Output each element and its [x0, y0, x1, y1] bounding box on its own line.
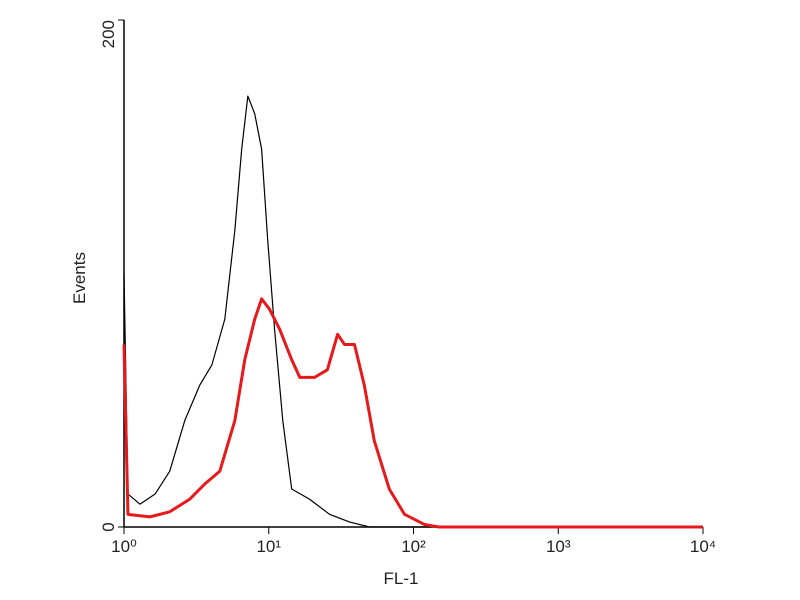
- x-tick-label: 10³: [546, 537, 571, 556]
- x-tick-label: 10¹: [256, 537, 281, 556]
- x-tick-label: 10⁰: [111, 537, 137, 556]
- histogram-line: [122, 297, 703, 529]
- y-axis-label: Events: [70, 252, 89, 304]
- y-tick-label: 0: [99, 522, 118, 531]
- histogram-line: [123, 95, 703, 528]
- x-tick-label: 10²: [401, 537, 426, 556]
- x-tick-label: 10⁴: [690, 537, 716, 556]
- x-axis-label: FL-1: [384, 569, 419, 588]
- y-tick-label: 200: [99, 20, 118, 48]
